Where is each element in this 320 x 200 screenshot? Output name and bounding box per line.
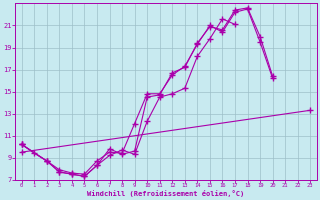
X-axis label: Windchill (Refroidissement éolien,°C): Windchill (Refroidissement éolien,°C) [87, 190, 244, 197]
